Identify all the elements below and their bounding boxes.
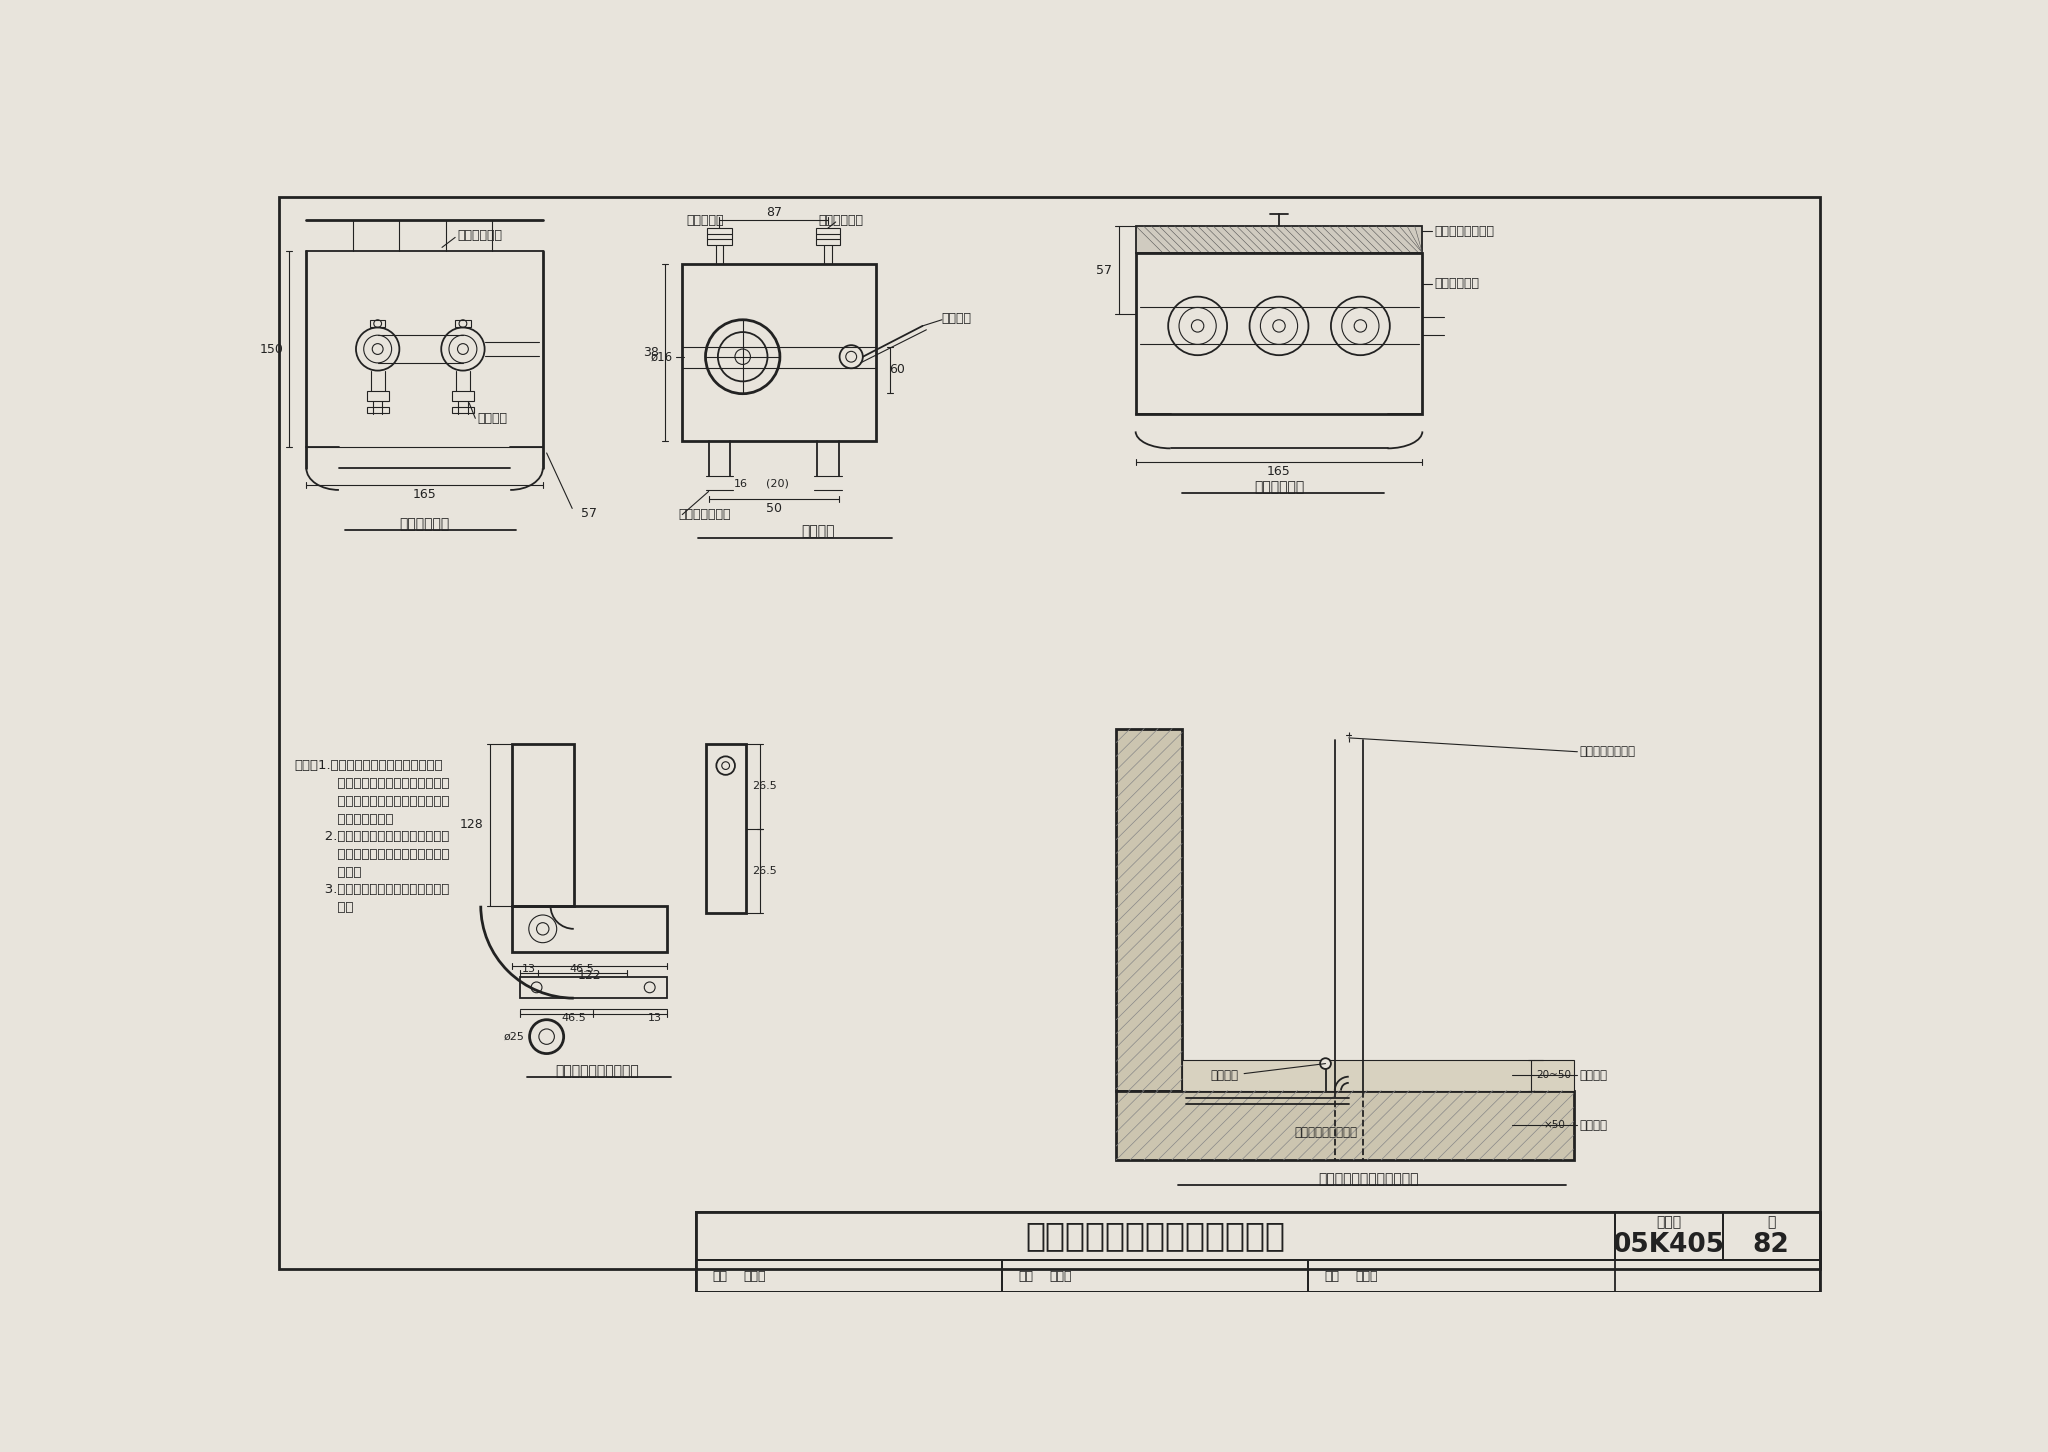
Text: 埋地安装的塑料管道: 埋地安装的塑料管道 <box>1294 1127 1358 1140</box>
Text: 的散热器安装。: 的散热器安装。 <box>295 813 393 826</box>
Text: 劳逸民: 劳逸民 <box>1049 1269 1071 1282</box>
Circle shape <box>373 344 383 354</box>
Text: 固定胀锚螺栓: 固定胀锚螺栓 <box>819 213 864 227</box>
Text: 46.5: 46.5 <box>561 1013 586 1024</box>
Bar <box>455 319 471 328</box>
Text: 60: 60 <box>889 363 905 376</box>
Text: 固定螺栓: 固定螺栓 <box>1210 1069 1239 1082</box>
Text: ×50: ×50 <box>1544 1119 1567 1130</box>
Bar <box>696 1212 1614 1260</box>
Bar <box>707 228 731 245</box>
Text: 散热器接口中心线: 散热器接口中心线 <box>1579 745 1636 758</box>
Text: 122: 122 <box>578 968 600 982</box>
Text: 82: 82 <box>1753 1231 1790 1257</box>
Text: 位时。: 位时。 <box>295 865 360 878</box>
Text: 建筑垫层: 建筑垫层 <box>1579 1069 1608 1082</box>
Text: 工程塑料盒体: 工程塑料盒体 <box>457 229 502 242</box>
Text: ø16: ø16 <box>651 350 674 363</box>
Text: 26.5: 26.5 <box>752 781 776 791</box>
Bar <box>371 319 385 328</box>
Text: 结构楼板: 结构楼板 <box>1579 1118 1608 1131</box>
Text: 说明：1.散热器安装盒及连接管道适用于: 说明：1.散热器安装盒及连接管道适用于 <box>295 759 442 772</box>
Text: 散热器安装盒: 散热器安装盒 <box>399 517 449 531</box>
Text: 设计: 设计 <box>1325 1269 1339 1282</box>
Text: 对开塑料检修扣板: 对开塑料检修扣板 <box>1434 225 1493 238</box>
Bar <box>1182 1060 1573 1090</box>
Text: 散热器埋地支管固定锥: 散热器埋地支管固定锥 <box>555 1064 639 1079</box>
Text: 3.本页根据定型产品的技术资料编: 3.本页根据定型产品的技术资料编 <box>295 883 449 896</box>
Text: 校对: 校对 <box>1018 1269 1032 1282</box>
Bar <box>512 906 668 953</box>
Bar <box>520 977 668 998</box>
Text: 128: 128 <box>461 819 483 832</box>
Bar <box>1001 1260 1309 1292</box>
Text: 塑料预埋盒体: 塑料预埋盒体 <box>1434 277 1479 290</box>
Bar <box>1722 1212 1821 1260</box>
Text: 孙淑萍: 孙淑萍 <box>743 1269 766 1282</box>
Bar <box>453 407 473 412</box>
Bar <box>367 407 389 412</box>
Text: 57: 57 <box>1096 264 1112 276</box>
Bar <box>696 1212 1821 1292</box>
Text: 13: 13 <box>522 964 537 974</box>
Text: 57: 57 <box>582 507 598 520</box>
Text: 20~50: 20~50 <box>1536 1070 1571 1080</box>
Bar <box>705 743 745 913</box>
Text: 胡建丽: 胡建丽 <box>1356 1269 1378 1282</box>
Text: 26.5: 26.5 <box>752 865 776 876</box>
Bar <box>367 392 389 401</box>
Text: 页: 页 <box>1767 1215 1776 1230</box>
Text: (20): (20) <box>766 479 788 489</box>
Circle shape <box>735 348 750 364</box>
Bar <box>696 1260 1001 1292</box>
Text: 13: 13 <box>647 1013 662 1024</box>
Text: 采暖进出水接口: 采暖进出水接口 <box>678 508 731 521</box>
Circle shape <box>840 346 862 369</box>
Text: 时与散热器接管中心线较严格定: 时与散热器接管中心线较严格定 <box>295 848 449 861</box>
Text: 散热器埋地支管固定锥安装: 散热器埋地支管固定锥安装 <box>1317 1172 1419 1186</box>
Text: 16: 16 <box>733 479 748 489</box>
Text: 审核: 审核 <box>713 1269 727 1282</box>
Bar <box>453 392 473 401</box>
Text: 38: 38 <box>643 347 659 360</box>
Text: 87: 87 <box>766 206 782 219</box>
Text: 165: 165 <box>414 488 436 501</box>
Bar <box>1137 227 1423 253</box>
Circle shape <box>1321 1059 1331 1069</box>
Bar <box>512 743 573 906</box>
Text: 泄水手柄: 泄水手柄 <box>942 312 973 325</box>
Text: 散热器安装盒: 散热器安装盒 <box>1253 479 1305 494</box>
Text: 三通阀体: 三通阀体 <box>477 412 506 425</box>
Text: 调节阀手柄: 调节阀手柄 <box>686 213 725 227</box>
Circle shape <box>457 344 469 354</box>
Text: 散热器安装、连接附件（二）: 散热器安装、连接附件（二） <box>1024 1220 1284 1253</box>
Text: 46.5: 46.5 <box>569 964 594 974</box>
Text: 制。: 制。 <box>295 902 352 915</box>
Text: 三通阀体: 三通阀体 <box>801 524 836 539</box>
Text: 05K405: 05K405 <box>1612 1231 1724 1257</box>
Bar <box>1116 1090 1573 1160</box>
Bar <box>696 1260 1821 1292</box>
Text: 2.散热器固定锥用于塑料管道安装: 2.散热器固定锥用于塑料管道安装 <box>295 831 449 844</box>
Text: 150: 150 <box>260 343 283 356</box>
Bar <box>1614 1212 1722 1260</box>
Text: 图集号: 图集号 <box>1657 1215 1681 1230</box>
Text: 50: 50 <box>766 502 782 515</box>
Text: ø25: ø25 <box>504 1031 524 1041</box>
Bar <box>1116 729 1182 1090</box>
Text: 在墙体安装，亦可有选择地设置: 在墙体安装，亦可有选择地设置 <box>295 777 449 790</box>
Bar <box>1309 1260 1614 1292</box>
Text: 在地面上。用于单管、双管系统: 在地面上。用于单管、双管系统 <box>295 794 449 807</box>
Text: 165: 165 <box>1268 465 1290 478</box>
Bar <box>682 264 877 441</box>
Bar <box>1137 253 1423 414</box>
Bar <box>815 228 840 245</box>
